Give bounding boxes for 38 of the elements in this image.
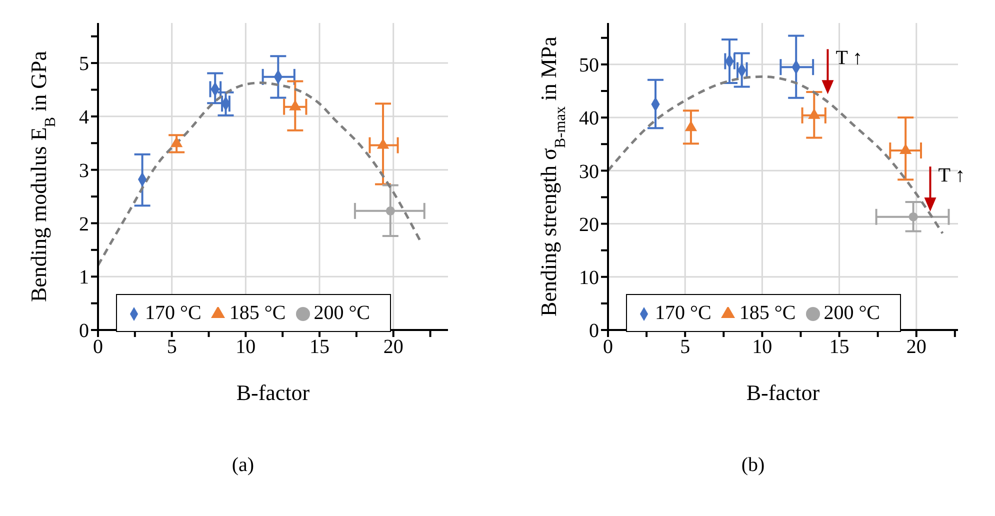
y-tick-label: 50 bbox=[579, 54, 599, 77]
point bbox=[376, 138, 390, 149]
annotation: T ↑ bbox=[938, 164, 966, 187]
y-tick-label: 4 bbox=[79, 106, 89, 129]
x-axis-title: B-factor bbox=[746, 380, 820, 405]
y-tick-label: 40 bbox=[579, 108, 599, 130]
legend-label: 185 °C bbox=[739, 302, 796, 324]
point bbox=[289, 100, 302, 110]
legend-label: 200 °C bbox=[824, 302, 880, 324]
legend-label: 185 °C bbox=[229, 302, 286, 324]
point bbox=[386, 206, 395, 216]
text: (b) bbox=[740, 454, 766, 477]
y-tick-label: 0 bbox=[589, 320, 599, 342]
x-tick-label: 5 bbox=[166, 336, 177, 358]
point bbox=[170, 136, 183, 148]
x-tick-label: 10 bbox=[752, 336, 772, 358]
y-tick-label: 3 bbox=[79, 160, 89, 182]
y-tick-label: 0 bbox=[79, 320, 89, 342]
x-tick-label: 20 bbox=[383, 336, 404, 358]
x-tick-label: 20 bbox=[906, 336, 926, 358]
x-tick-label: 10 bbox=[236, 336, 256, 358]
x-tick-label: 15 bbox=[310, 336, 330, 358]
y-tick-label: 1 bbox=[79, 266, 89, 289]
x-tick-label: 0 bbox=[603, 336, 613, 358]
y-tick-label: 10 bbox=[579, 266, 599, 289]
legend-label: 200 °C bbox=[314, 302, 370, 324]
y-tick-label: 2 bbox=[79, 213, 89, 236]
y-tick-label: 20 bbox=[579, 214, 599, 236]
legend-label: 170 °C bbox=[145, 302, 202, 324]
y-tick-label: 30 bbox=[579, 160, 599, 183]
annotation: T ↑ bbox=[836, 47, 863, 70]
x-tick-label: 5 bbox=[680, 336, 690, 358]
x-tick-label: 0 bbox=[93, 336, 103, 358]
x-tick-label: 15 bbox=[829, 336, 850, 358]
y-tick-label: 5 bbox=[79, 53, 89, 76]
legend-label: 170 °C bbox=[655, 302, 712, 324]
x-axis-title: B-factor bbox=[236, 380, 310, 405]
text: (a) bbox=[230, 454, 256, 477]
